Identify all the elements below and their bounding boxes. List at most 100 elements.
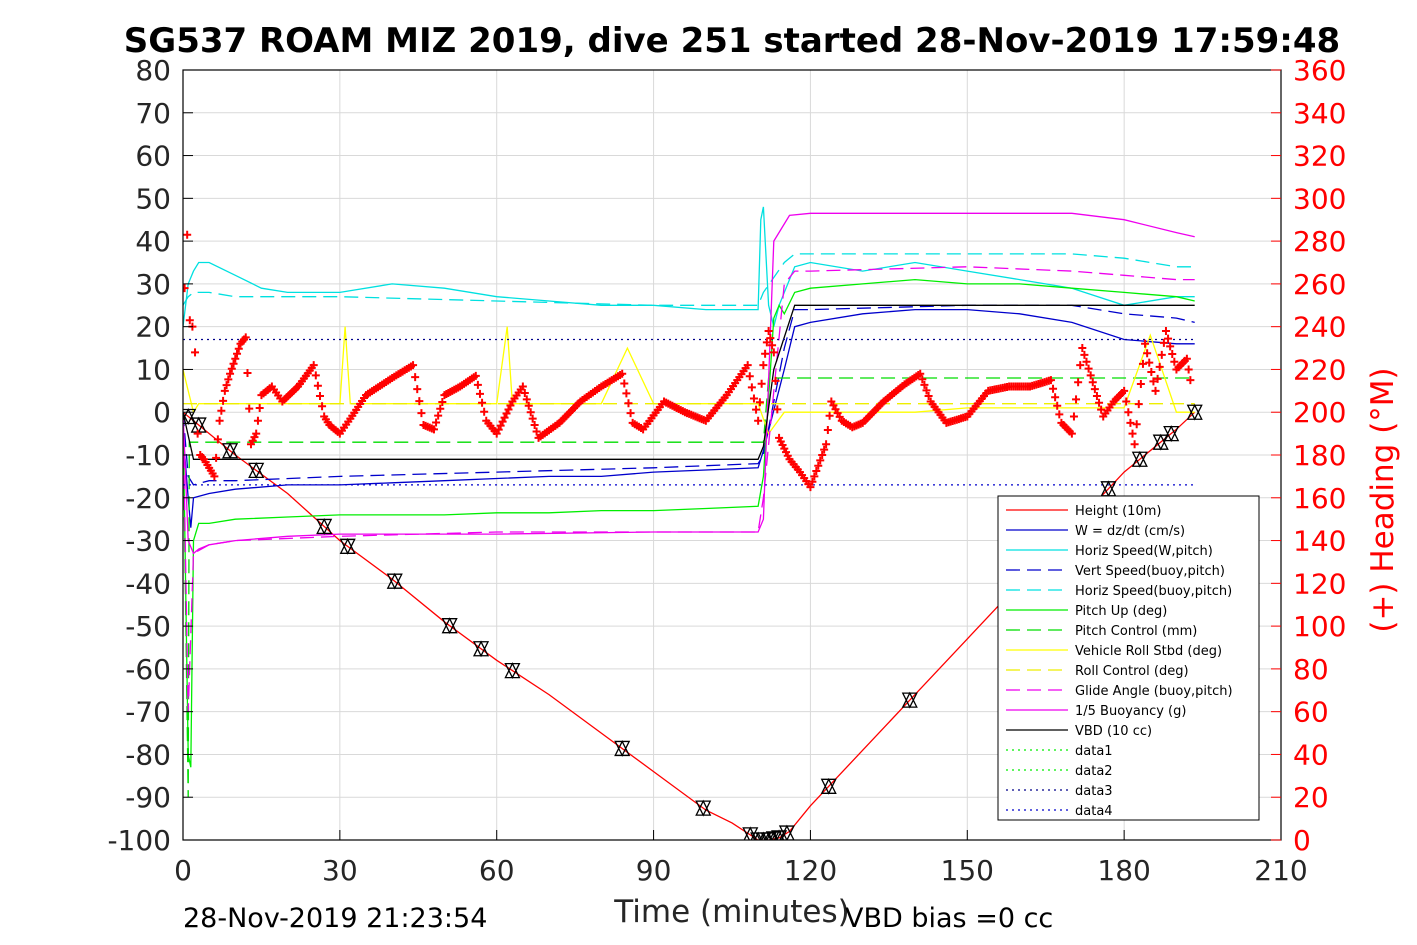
heading-point [434, 411, 443, 420]
y-right-tick-label: 280 [1293, 225, 1346, 258]
legend-label: Pitch Up (deg) [1075, 604, 1167, 619]
heading-point [1143, 349, 1152, 358]
heading-point [773, 405, 782, 414]
x-tick-label: 180 [1097, 854, 1150, 887]
heading-point [318, 402, 327, 411]
series-line-10 [183, 212, 1195, 555]
heading-point [231, 354, 240, 363]
y-tick-label: -30 [125, 525, 171, 558]
heading-point [1120, 386, 1129, 395]
depth-marker [316, 517, 333, 535]
y-right-tick-label: 340 [1293, 97, 1346, 130]
heading-point [500, 413, 509, 422]
legend-label: data3 [1075, 784, 1113, 799]
depth-marker [1186, 403, 1203, 421]
x-tick-label: 210 [1254, 854, 1307, 887]
x-tick-label: 0 [174, 854, 192, 887]
y-axis-right: 3603403203002802602402202001801601401201… [1271, 54, 1346, 857]
y-tick-label: 80 [135, 54, 171, 87]
series-line-11 [183, 304, 1195, 460]
heading-point [1136, 379, 1145, 388]
y-right-tick-label: 0 [1293, 824, 1311, 857]
depth-marker [190, 416, 207, 434]
depth-marker [771, 829, 788, 840]
heading-point [496, 421, 505, 430]
heading-point [227, 364, 236, 373]
heading-point [618, 369, 627, 378]
heading-point [823, 426, 832, 435]
heading-point [1128, 429, 1137, 438]
heading-point [243, 369, 252, 378]
heading-point [920, 380, 929, 389]
heading-point [471, 371, 480, 380]
legend-label: VBD (10 cc) [1075, 724, 1152, 739]
y-tick-label: 40 [135, 225, 171, 258]
depth-marker [695, 799, 712, 817]
heading-point [1122, 397, 1131, 406]
legend-label: Vert Speed(buoy,pitch) [1075, 564, 1225, 579]
heading-point [520, 388, 529, 397]
heading-point [1138, 359, 1147, 368]
heading-point [1092, 391, 1101, 400]
heading-point [409, 361, 418, 370]
heading-point [1149, 377, 1158, 386]
legend: Height (10m) W = dz/dt (cm/s) Horiz Speed(… [997, 495, 1260, 821]
legend-label: Horiz Speed(W,pitch) [1075, 544, 1213, 559]
y-right-tick-label: 40 [1293, 738, 1329, 771]
heading-point [761, 349, 770, 358]
legend-label: data1 [1075, 744, 1113, 759]
heading-point [213, 435, 222, 444]
legend-label: Horiz Speed(buoy,pitch) [1075, 584, 1232, 599]
heading-point [492, 429, 501, 438]
heading-point [624, 399, 633, 408]
y-tick-label: -10 [125, 439, 171, 472]
heading-point [814, 461, 823, 470]
heading-point [818, 451, 827, 459]
y-tick-label: -80 [125, 738, 171, 771]
heading-point [1053, 401, 1062, 410]
heading-point [504, 405, 513, 414]
y-tick-label: 0 [153, 396, 171, 429]
heading-point [185, 316, 194, 325]
depth-marker [760, 831, 777, 840]
depth-marker [614, 740, 631, 757]
heading-point [473, 380, 482, 389]
series-line-2 [183, 206, 1195, 327]
depth-marker [504, 662, 521, 680]
chart-title: SG537 ROAM MIZ 2019, dive 251 started 28… [124, 21, 1340, 61]
heading-point [1184, 365, 1193, 374]
heading-point [620, 379, 629, 388]
heading-point [1145, 358, 1154, 367]
y-axis-left: 80 70 60 50 40 30 20 10 0 -10 -20 -30 -40 -50 -60 -70 -8… [107, 54, 193, 857]
heading-point [530, 421, 539, 430]
series-line-1 [183, 308, 1195, 528]
heading-point [436, 404, 445, 413]
heading-point [226, 369, 235, 378]
heading-point [475, 389, 484, 398]
y-right-tick-label: 180 [1293, 439, 1346, 472]
y-right-tick-label: 300 [1293, 182, 1346, 215]
heading-point [1078, 344, 1087, 353]
heading-point [528, 414, 537, 423]
heading-point [626, 409, 635, 418]
heading-point [506, 401, 515, 410]
heading-point [1084, 364, 1093, 373]
heading-point [215, 416, 224, 425]
y-tick-label: -90 [125, 781, 171, 814]
heading-point [1141, 339, 1150, 348]
heading-point [916, 369, 925, 378]
heading-point [220, 386, 229, 395]
heading-point [494, 425, 503, 434]
heading-point [918, 375, 927, 384]
heading-point [1126, 418, 1135, 427]
y-tick-label: 60 [135, 140, 171, 173]
heading-point [252, 429, 261, 438]
heading-point [1072, 395, 1081, 404]
depth-marker [248, 461, 265, 479]
heading-point [315, 391, 324, 400]
heading-point [1051, 393, 1060, 402]
heading-point [1155, 362, 1164, 371]
heading-point [245, 404, 254, 413]
heading-point [771, 376, 780, 385]
heading-layer [183, 230, 1195, 492]
